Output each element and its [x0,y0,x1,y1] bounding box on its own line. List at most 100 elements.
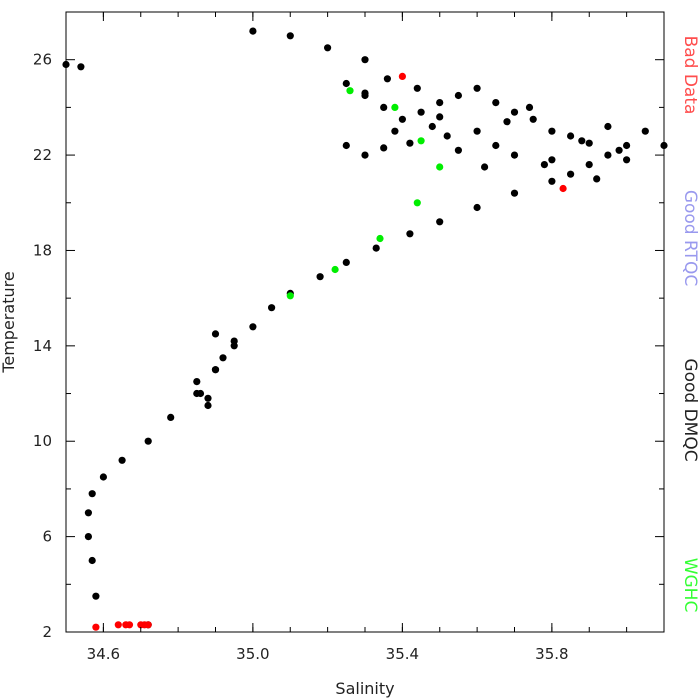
point-good-dmqc-39 [286,32,294,40]
point-good-dmqc-34 [211,366,220,374]
point-good-dmqc-10 [144,437,152,445]
point-good-dmqc-61 [406,139,414,147]
point-good-dmqc-62 [428,122,436,131]
point-good-dmqc-50 [492,99,500,107]
point-bad-data-7 [398,72,406,80]
legend: Bad Data Good RTQC Good DMQC WGHC [680,36,700,613]
point-wghc-5 [417,137,425,145]
point-good-dmqc-6 [84,509,92,517]
point-good-dmqc-22 [436,218,444,226]
point-good-dmqc-8 [99,473,107,481]
legend-item-good-rtqc: Good RTQC [680,190,700,286]
point-good-dmqc-51 [510,108,519,116]
point-good-dmqc-21 [406,230,414,238]
point-good-dmqc-58 [361,151,369,159]
point-good-dmqc-18 [316,273,324,281]
point-good-dmqc-81 [578,137,586,145]
point-good-dmqc-7 [88,490,96,498]
point-wghc-7 [346,87,354,95]
y-axis-title: Temperature [0,271,18,373]
point-good-dmqc-47 [436,99,444,107]
x-tick-label-1: 35.0 [236,645,269,663]
point-good-dmqc-29 [660,141,668,150]
x-axis-title: Salinity [335,679,394,698]
y-tick-label-0: 2 [42,623,52,641]
point-wghc-1 [331,265,339,274]
point-good-dmqc-53 [548,127,556,135]
point-good-dmqc-60 [391,127,399,135]
point-good-dmqc-71 [342,141,350,150]
point-good-dmqc-16 [268,304,276,312]
y-tick-label-2: 10 [33,432,52,450]
point-good-dmqc-41 [361,56,369,64]
point-good-dmqc-46 [417,108,425,116]
point-good-dmqc-69 [593,175,601,183]
point-good-dmqc-82 [604,122,612,131]
x-tick-label-3: 35.8 [535,645,568,663]
point-good-dmqc-35 [230,337,238,345]
point-good-dmqc-78 [503,118,511,126]
plot-frame [65,11,665,633]
point-good-dmqc-28 [641,127,649,135]
point-good-dmqc-44 [380,103,388,111]
point-good-dmqc-15 [249,323,257,331]
point-good-dmqc-3 [92,592,100,600]
point-good-dmqc-55 [585,139,593,147]
point-good-dmqc-1 [77,63,85,71]
point-good-dmqc-25 [548,177,556,185]
point-good-dmqc-49 [473,84,481,92]
point-good-dmqc-54 [567,132,575,140]
point-good-dmqc-9 [118,456,126,464]
point-good-dmqc-56 [604,151,612,159]
point-good-dmqc-67 [540,161,549,169]
point-good-dmqc-5 [84,533,92,541]
y-tick-label-4: 18 [33,241,52,259]
point-bad-data-3 [125,621,134,629]
legend-item-wghc: WGHC [680,558,700,613]
point-good-dmqc-73 [383,75,391,83]
y-tick-label-5: 22 [33,146,52,164]
point-wghc-4 [436,163,444,171]
y-tick-label-1: 6 [42,528,52,546]
point-good-dmqc-48 [454,91,462,100]
point-good-dmqc-27 [623,141,631,150]
point-good-dmqc-70 [615,146,623,154]
point-bad-data-8 [559,184,567,193]
point-good-dmqc-40 [324,44,332,52]
point-good-dmqc-63 [443,132,451,140]
point-good-dmqc-45 [398,115,406,123]
legend-item-good-dmqc: Good DMQC [680,358,700,461]
point-good-dmqc-11 [167,413,175,421]
y-tick-label-3: 14 [33,337,52,355]
point-good-dmqc-19 [342,258,350,266]
legend-item-bad-data: Bad Data [680,36,700,115]
point-bad-data-1 [114,621,122,629]
point-good-dmqc-66 [510,151,519,159]
point-good-dmqc-23 [473,203,481,212]
point-good-dmqc-37 [204,394,212,402]
point-good-dmqc-65 [492,141,500,150]
points-layer [62,27,668,631]
point-good-dmqc-74 [413,84,421,92]
point-good-dmqc-26 [585,161,593,169]
point-wghc-3 [413,199,421,207]
point-good-dmqc-0 [62,60,70,69]
point-bad-data-0 [92,623,100,631]
point-good-dmqc-57 [623,156,631,164]
point-good-dmqc-64 [473,127,481,135]
point-bad-data-6 [144,621,152,629]
point-wghc-0 [286,292,294,300]
point-good-dmqc-30 [193,378,201,386]
point-good-dmqc-52 [529,115,537,123]
point-good-dmqc-76 [454,146,462,154]
y-tick-label-6: 26 [33,51,52,69]
point-good-dmqc-32 [204,401,212,410]
point-good-dmqc-38 [249,27,257,35]
point-wghc-6 [391,103,399,111]
point-good-dmqc-20 [372,244,380,252]
point-good-dmqc-75 [436,113,444,121]
x-tick-label-2: 35.4 [386,645,419,663]
point-good-dmqc-4 [88,556,96,565]
